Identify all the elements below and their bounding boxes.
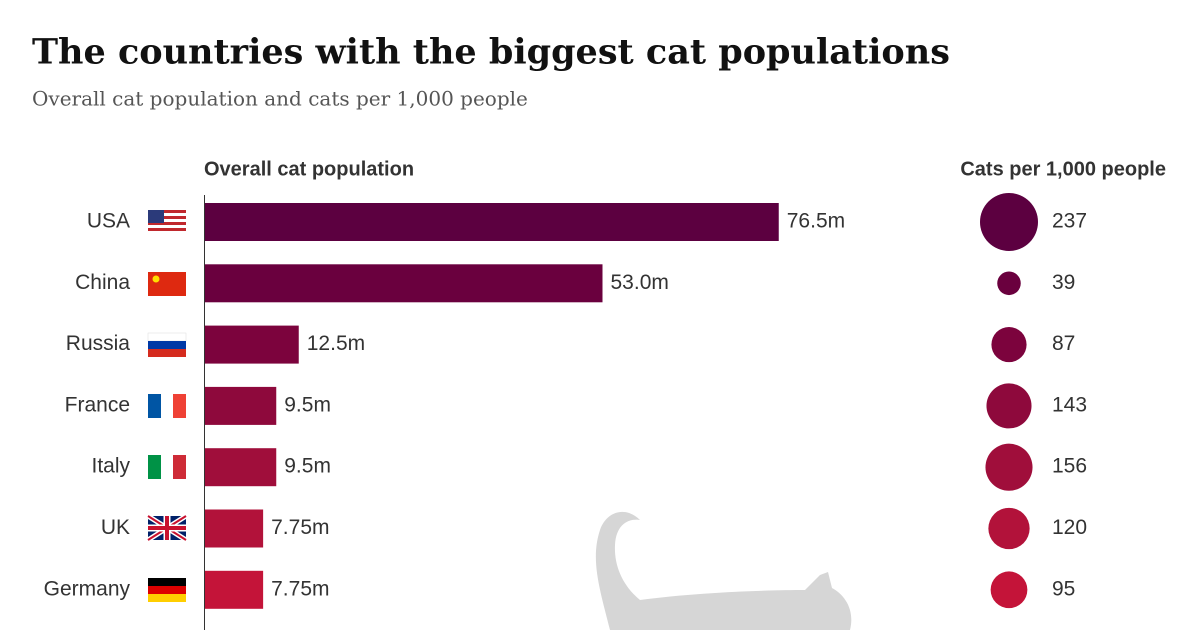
bar-value-label: 53.0m	[611, 271, 669, 294]
country-label: Italy	[91, 455, 130, 478]
bubble-value-label: 95	[1052, 577, 1075, 600]
flag-france	[148, 394, 186, 418]
cat-silhouette	[595, 511, 852, 630]
bubble	[979, 192, 1039, 252]
flag-usa	[148, 210, 186, 234]
bar	[205, 264, 603, 303]
bubble-value-label: 120	[1052, 516, 1087, 539]
bar-value-label: 12.5m	[307, 332, 365, 355]
country-label: Germany	[44, 577, 131, 600]
bar-value-label: 9.5m	[284, 393, 331, 416]
bar-heading: Overall cat population	[204, 158, 414, 180]
bubble	[991, 327, 1027, 363]
country-label: Russia	[66, 332, 131, 355]
bubble	[997, 271, 1021, 296]
title: The countries with the biggest cat popul…	[32, 32, 950, 73]
bar	[205, 386, 277, 425]
bubble	[990, 571, 1028, 609]
flag-china	[148, 272, 186, 296]
bubble	[985, 443, 1033, 491]
bubble	[986, 383, 1032, 429]
bar	[205, 203, 779, 241]
bubble	[988, 507, 1030, 550]
bubble-value-label: 237	[1052, 210, 1087, 233]
bar-value-label: 7.75m	[271, 577, 329, 600]
bubble-heading: Cats per 1,000 people	[960, 158, 1166, 180]
subtitle: Overall cat population and cats per 1,00…	[32, 87, 528, 111]
bar-value-label: 9.5m	[284, 455, 331, 478]
bubble-value-label: 87	[1052, 332, 1075, 355]
country-label: China	[75, 271, 130, 294]
bar-value-label: 7.75m	[271, 516, 329, 539]
bar	[205, 325, 299, 364]
flag-uk	[146, 513, 188, 543]
country-label: USA	[87, 210, 130, 233]
country-label: UK	[101, 516, 130, 539]
bar-value-label: 76.5m	[787, 210, 845, 233]
flag-germany	[148, 578, 186, 602]
flags	[146, 210, 188, 602]
flag-italy	[148, 455, 186, 479]
bar	[205, 570, 264, 609]
bubble-value-label: 39	[1052, 271, 1075, 294]
bar	[205, 448, 277, 487]
bar	[205, 509, 264, 548]
flag-russia	[147, 332, 187, 357]
bubble-value-label: 143	[1052, 393, 1087, 416]
bubble-value-label: 156	[1052, 455, 1087, 478]
country-label: France	[65, 393, 130, 416]
